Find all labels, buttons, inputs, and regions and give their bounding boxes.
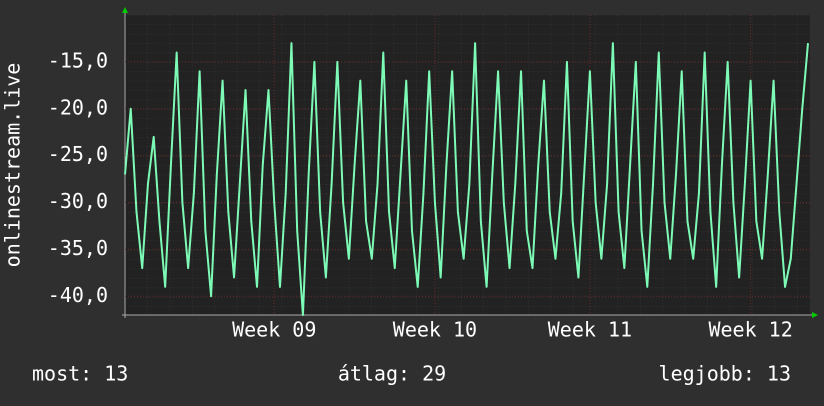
x-tick-label: Week 10	[393, 318, 477, 342]
y-tick-label: -25,0	[48, 142, 108, 166]
legend-average: átlag: 29	[338, 362, 446, 386]
legend-current: most: 13	[32, 362, 128, 386]
x-tick-label: Week 12	[708, 318, 792, 342]
y-arrow	[122, 7, 128, 13]
y-tick-label: -15,0	[48, 48, 108, 72]
legend-best: legjobb: 13	[659, 362, 791, 386]
y-axis-label: onlinestream.live	[1, 63, 25, 268]
y-tick-label: -30,0	[48, 189, 108, 213]
y-tick-label: -20,0	[48, 95, 108, 119]
data-line	[124, 42, 809, 316]
y-tick-label: -35,0	[48, 236, 108, 260]
minor-grid	[125, 15, 810, 315]
x-tick-label: Week 11	[548, 318, 632, 342]
x-tick-label: Week 09	[232, 318, 316, 342]
x-arrow	[812, 312, 818, 318]
y-tick-label: -40,0	[48, 283, 108, 307]
